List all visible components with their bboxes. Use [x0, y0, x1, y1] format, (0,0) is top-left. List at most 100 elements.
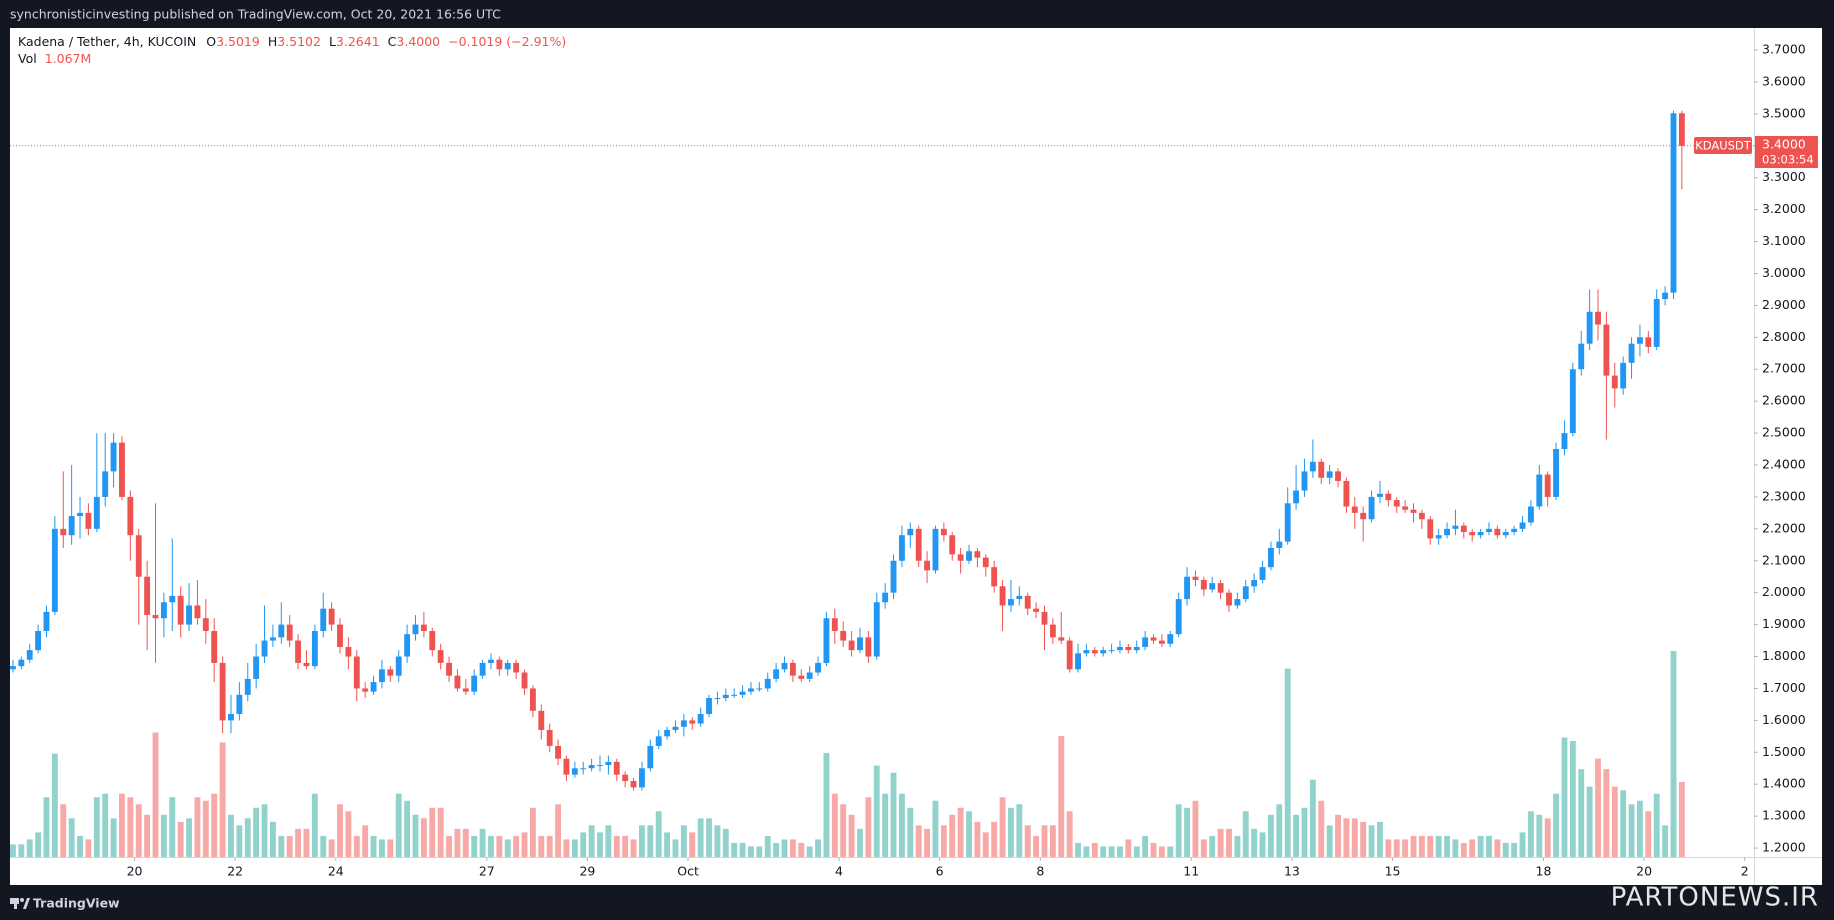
candle-body: [1469, 532, 1476, 536]
volume-bar: [1553, 793, 1560, 857]
volume-bar: [991, 821, 998, 857]
volume-bar: [1158, 846, 1165, 857]
volume-bar: [1377, 821, 1383, 857]
volume-bar: [228, 814, 234, 857]
y-tick-label: 2.0000: [1762, 584, 1806, 599]
volume-bar: [219, 742, 226, 857]
candle-body: [1335, 471, 1341, 481]
volume-bar: [1041, 825, 1048, 857]
candle-body: [1385, 493, 1392, 501]
volume-bar: [462, 828, 469, 857]
candle-body: [672, 726, 679, 730]
candle-body: [1326, 471, 1333, 478]
volume-bar: [1536, 814, 1543, 857]
x-tick-label: 6: [936, 864, 944, 879]
volume-bar: [789, 839, 796, 857]
volume-bar: [982, 832, 989, 857]
volume-bar: [26, 839, 33, 857]
c-value: 3.4000: [396, 34, 440, 49]
candle-body: [1595, 311, 1601, 325]
volume-bar: [563, 839, 570, 857]
volume-bar: [1410, 835, 1417, 857]
volume-bar: [1326, 825, 1333, 857]
candle-body: [722, 694, 729, 699]
candle-body: [689, 720, 696, 724]
l-value: 3.2641: [336, 34, 380, 49]
candle-body: [647, 745, 654, 769]
volume-bar: [1066, 811, 1073, 857]
publisher: synchronisticinvesting published on Trad…: [10, 7, 501, 22]
candle-body: [1393, 500, 1400, 507]
candle-body: [1041, 611, 1048, 625]
volume-bar: [1628, 804, 1635, 857]
volume-bar: [160, 814, 167, 857]
candle-body: [320, 608, 327, 631]
candle-body: [387, 669, 394, 676]
candle-body: [890, 560, 897, 593]
candle-body: [865, 637, 872, 657]
candle-body: [831, 618, 838, 631]
candle-body: [764, 678, 771, 689]
y-tick-label: 2.5000: [1762, 425, 1806, 440]
volume-bar: [932, 800, 939, 857]
y-tick-label: 1.9000: [1762, 616, 1806, 631]
candle-body: [1209, 583, 1216, 590]
x-tick-label: 15: [1385, 864, 1401, 879]
candle-body: [1360, 512, 1367, 520]
candle-body: [1142, 637, 1149, 647]
candle-body: [228, 713, 234, 721]
candle-body: [1561, 433, 1568, 450]
volume-bar: [1142, 835, 1149, 857]
volume-bar: [1611, 786, 1618, 857]
candle-body: [26, 650, 33, 660]
candle-body: [706, 698, 712, 714]
y-tick-label: 2.3000: [1762, 488, 1806, 503]
candle-body: [1058, 637, 1065, 641]
l-key: L: [329, 34, 336, 49]
volume-bar: [605, 825, 612, 857]
candle-body: [353, 656, 360, 689]
volume-bar: [1008, 807, 1014, 857]
volume-bar: [1108, 846, 1115, 857]
volume-bar: [1091, 842, 1098, 857]
y-tick-label: 1.8000: [1762, 648, 1806, 663]
candle-body: [51, 528, 58, 612]
volume-bar: [1678, 781, 1685, 857]
volume-bar: [857, 828, 863, 857]
candle-body: [479, 662, 486, 676]
candle-body: [1511, 528, 1518, 533]
volume-bar: [1049, 825, 1056, 857]
x-tick-label: 11: [1183, 864, 1199, 879]
candle-body: [1284, 503, 1291, 542]
candle-body: [311, 630, 318, 667]
y-tick-label: 1.2000: [1762, 840, 1806, 855]
candle-body: [546, 729, 553, 746]
volume-bar: [286, 835, 293, 857]
candle-body: [412, 624, 419, 635]
volume-bar: [1343, 818, 1350, 857]
candle-body: [848, 640, 855, 651]
candle-body: [1377, 493, 1383, 497]
volume-bar: [1150, 842, 1157, 857]
candle-body: [932, 528, 939, 571]
volume-bar: [571, 839, 578, 857]
volume-bar: [1402, 839, 1409, 857]
candle-body: [907, 528, 914, 536]
h-key: H: [268, 34, 277, 49]
candle-body: [1494, 528, 1501, 536]
volume-bar: [831, 793, 838, 857]
volume-bar: [85, 839, 92, 857]
volume-bar: [1595, 758, 1601, 857]
candle-body: [437, 650, 444, 663]
volume-bar: [697, 818, 704, 857]
volume-bar: [152, 732, 159, 857]
candle-body: [1418, 512, 1425, 520]
y-tick-label: 1.4000: [1762, 776, 1806, 791]
candle-body: [404, 634, 411, 657]
volume-bar: [1460, 842, 1467, 857]
candle-body: [370, 682, 377, 692]
change: −0.1019 (−2.91%): [448, 34, 566, 49]
volume-bar: [638, 825, 645, 857]
candle-body: [1267, 548, 1274, 568]
candle-body: [974, 551, 981, 558]
